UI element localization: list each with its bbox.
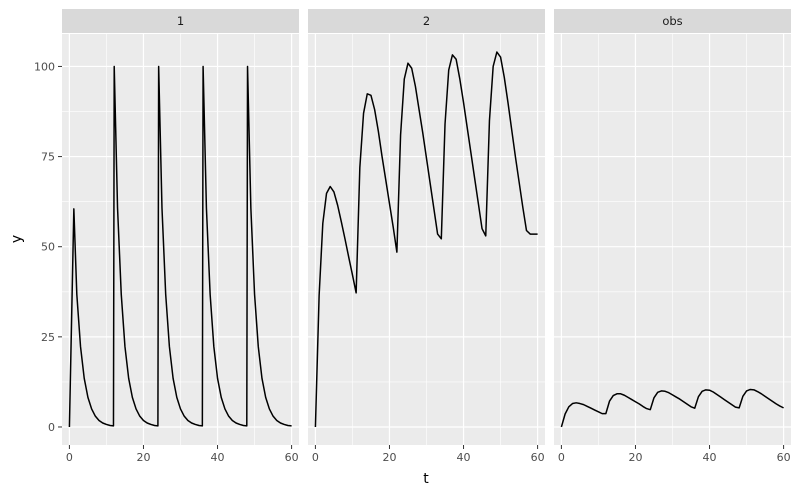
facet-strip	[62, 9, 299, 33]
series-line-2	[314, 51, 538, 427]
x-tick-label: 60	[531, 451, 545, 464]
facet-panel-1: 1 0 20 40 60	[62, 9, 299, 464]
x-tick-label: 20	[136, 451, 150, 464]
y-tick-label: 100	[34, 60, 55, 73]
x-tick-label: 0	[312, 451, 319, 464]
y-tick-label: 25	[41, 331, 55, 344]
facet-panel-2: 20 20 40 60	[308, 9, 545, 464]
y-tick-label: 75	[41, 151, 55, 164]
facet-strip	[308, 9, 545, 33]
series-line-obs	[560, 388, 784, 428]
x-axis-title: t	[423, 471, 429, 487]
x-tick-label: 40	[211, 451, 225, 464]
x-tick-label: 60	[285, 451, 299, 464]
x-tick-label: 0	[558, 451, 565, 464]
facet-strip-label: 1	[177, 14, 184, 28]
x-tick-label: 40	[457, 451, 471, 464]
x-tick-label: 0	[66, 451, 73, 464]
facet-strip-label: 2	[423, 14, 430, 28]
x-tick-label: 20	[628, 451, 642, 464]
facet-strip-label: obs	[662, 14, 682, 28]
facet-panel-3: obs 0 20 40 60	[554, 9, 791, 464]
x-tick-label: 60	[777, 451, 791, 464]
series-line-1	[68, 65, 292, 427]
x-tick-label: 40	[703, 451, 717, 464]
y-tick-label: 50	[41, 241, 55, 254]
y-axis-title: y	[9, 235, 25, 243]
facet-strip	[554, 9, 791, 33]
y-tick-label: 0	[48, 421, 55, 434]
x-tick-label: 20	[382, 451, 396, 464]
